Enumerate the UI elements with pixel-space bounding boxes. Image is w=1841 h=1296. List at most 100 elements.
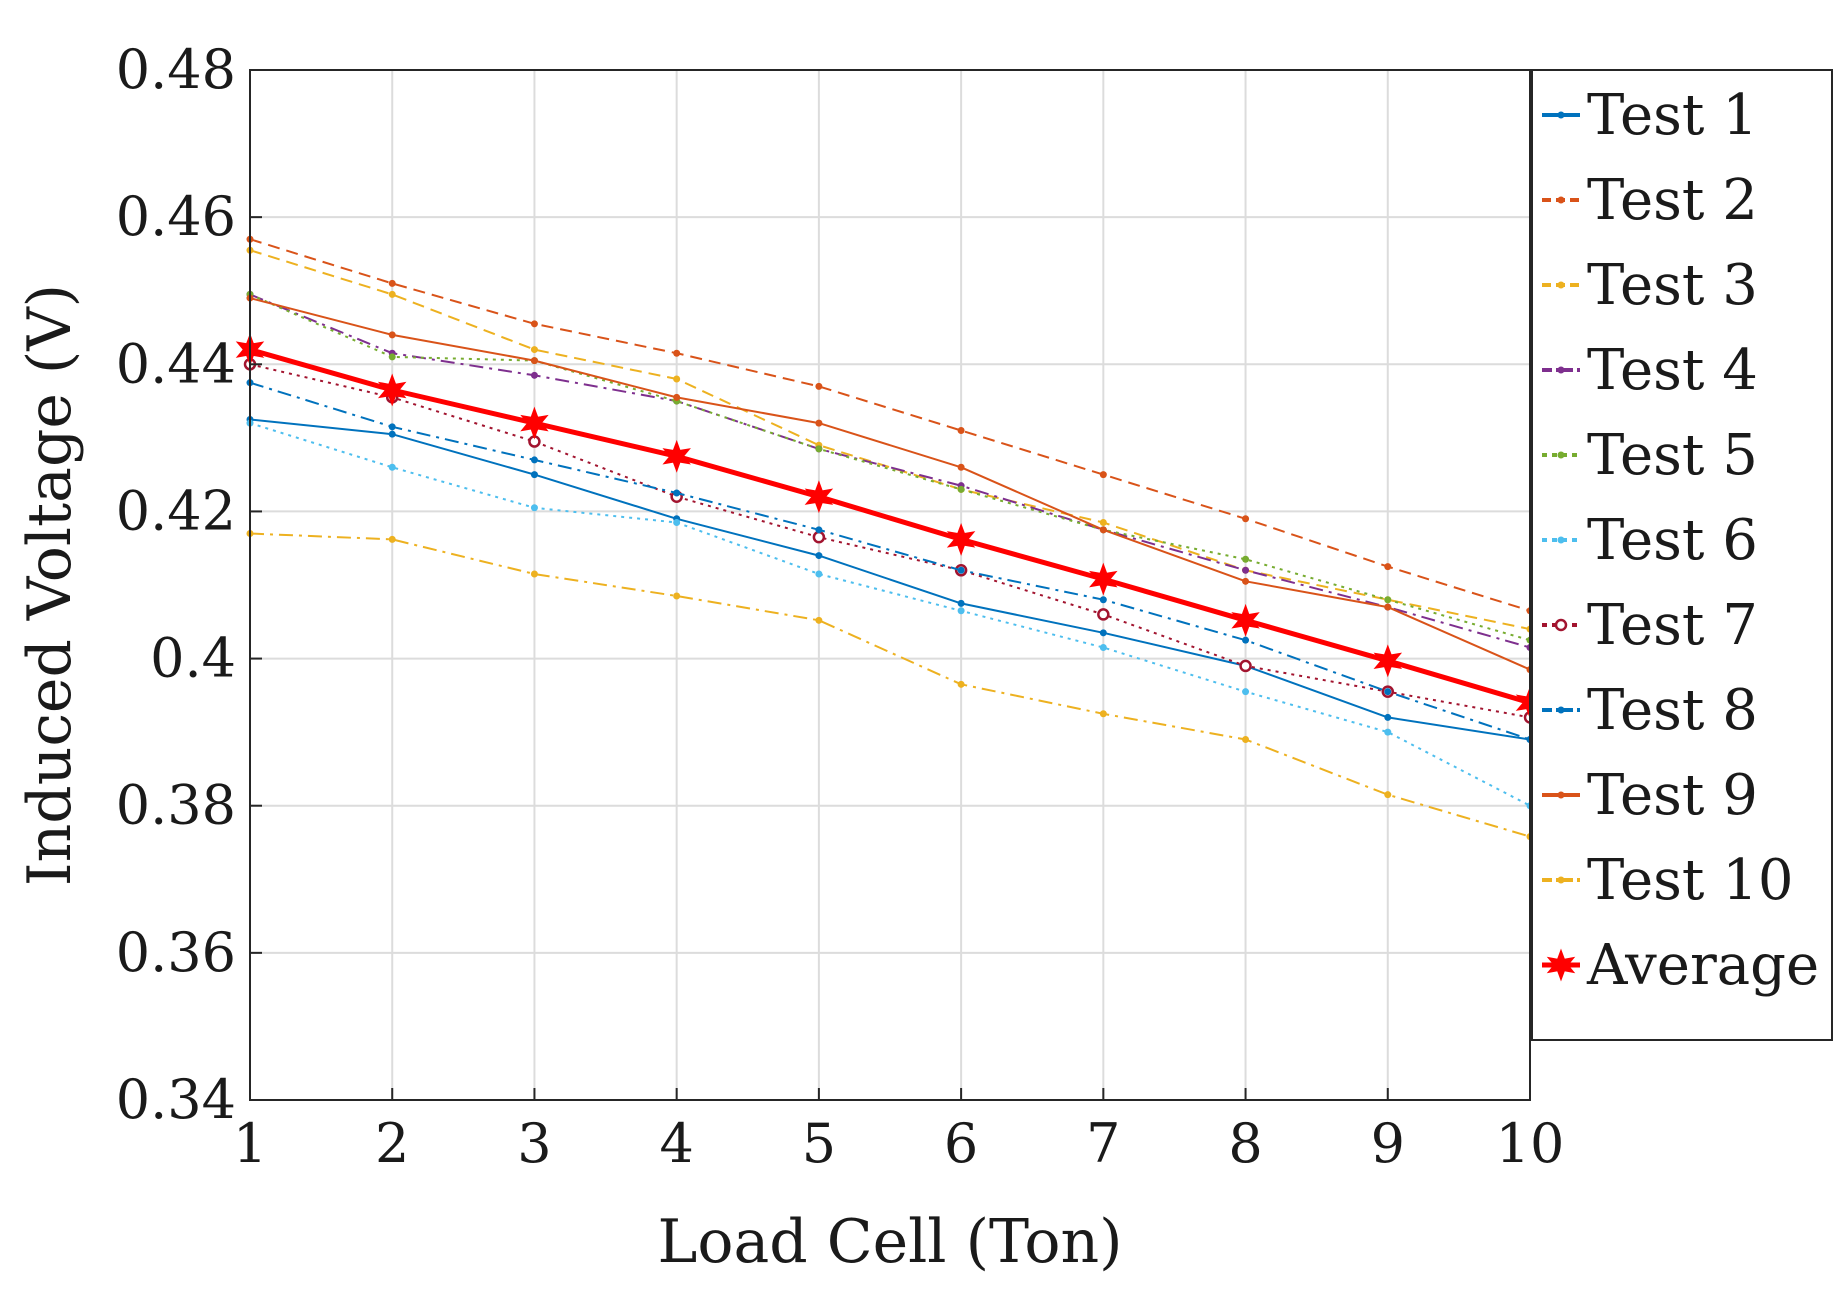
series-line <box>249 297 1531 671</box>
series-test-9 <box>246 294 1534 674</box>
legend-label: Test 5 <box>1587 423 1758 488</box>
data-point <box>1239 659 1252 673</box>
data-point <box>957 463 965 471</box>
data-point <box>957 607 965 615</box>
legend-item: Average <box>1542 933 1819 998</box>
legend-item: Test 10 <box>1542 848 1793 913</box>
data-point <box>662 439 691 473</box>
series-test-6 <box>246 419 1534 810</box>
legend-marker <box>1557 706 1565 714</box>
legend-label: Average <box>1586 933 1819 998</box>
data-point <box>673 375 681 383</box>
y-tick-label: 0.42 <box>116 479 236 542</box>
data-point <box>815 445 823 453</box>
data-point <box>388 279 396 287</box>
y-tick-label: 0.38 <box>116 774 236 837</box>
y-tick-label: 0.46 <box>116 185 236 248</box>
series-line <box>249 363 1531 719</box>
data-point <box>530 570 538 578</box>
data-point <box>530 456 538 464</box>
x-axis-ticks: 1 2 3 4 5 6 7 8 9 10 <box>233 1088 1565 1175</box>
data-point <box>1099 471 1107 479</box>
data-point <box>530 371 538 379</box>
data-point <box>388 331 396 339</box>
data-point <box>530 346 538 354</box>
series-average <box>235 333 1545 720</box>
legend-marker <box>1557 196 1565 204</box>
x-tick-label: 4 <box>659 1112 693 1175</box>
data-point <box>388 290 396 298</box>
data-point <box>1384 563 1392 571</box>
data-point <box>1099 629 1107 637</box>
legend-marker <box>1557 366 1565 374</box>
data-point <box>530 504 538 512</box>
data-point <box>388 535 396 543</box>
data-point <box>957 485 965 493</box>
legend: Test 1 Test 2 Test 3 Test 4 Test 5 Test 6 Test… <box>1531 69 1833 1041</box>
data-point <box>673 349 681 357</box>
series-line <box>249 347 1531 706</box>
data-point <box>1373 644 1403 678</box>
series-line <box>249 293 1531 642</box>
series-line <box>249 422 1531 807</box>
series-line <box>249 238 1531 612</box>
data-point <box>815 419 823 427</box>
data-point <box>1099 644 1107 652</box>
data-point <box>530 320 538 328</box>
legend-marker <box>1557 791 1565 799</box>
series-line <box>249 249 1531 631</box>
legend-marker <box>1546 948 1576 982</box>
data-point <box>815 526 823 534</box>
legend-marker <box>1557 876 1565 884</box>
data-point <box>804 480 834 514</box>
data-point <box>1231 603 1260 637</box>
data-point <box>377 373 407 407</box>
data-point <box>812 530 826 544</box>
data-point <box>530 357 538 365</box>
data-point <box>1242 515 1250 523</box>
x-tick-label: 1 <box>233 1112 267 1175</box>
data-point <box>530 471 538 479</box>
data-point <box>388 353 396 361</box>
legend-label: Test 3 <box>1587 253 1758 318</box>
x-tick-label: 10 <box>1496 1112 1565 1175</box>
series-test-2 <box>246 235 1534 615</box>
x-tick-label: 5 <box>802 1112 836 1175</box>
y-tick-label: 0.48 <box>116 38 236 101</box>
legend-label: Test 10 <box>1587 848 1793 913</box>
x-tick-label: 8 <box>1228 1112 1262 1175</box>
legend-label: Test 8 <box>1587 678 1758 743</box>
data-point <box>673 393 681 401</box>
legend-label: Test 9 <box>1587 763 1758 828</box>
x-tick-label: 3 <box>517 1112 551 1175</box>
data-point <box>1242 636 1250 644</box>
legend-marker <box>1557 536 1565 544</box>
series-lines <box>235 235 1545 841</box>
y-axis-ticks: 0.34 0.36 0.38 0.4 0.42 0.44 0.46 0.48 <box>116 38 262 1131</box>
x-tick-label: 7 <box>1086 1112 1120 1175</box>
data-point <box>673 592 681 600</box>
legend-label: Test 4 <box>1587 338 1758 403</box>
data-point <box>1089 562 1118 596</box>
data-point <box>957 427 965 434</box>
legend-item: Test 8 <box>1542 678 1758 743</box>
data-point <box>1242 688 1250 696</box>
data-point <box>388 463 396 471</box>
legend-item: Test 4 <box>1542 338 1758 403</box>
series-test-4 <box>246 290 1534 652</box>
data-point <box>815 552 823 560</box>
data-point <box>1099 518 1107 526</box>
data-point <box>1384 713 1392 721</box>
legend-label: Test 6 <box>1587 508 1758 573</box>
legend-marker <box>1554 618 1568 632</box>
data-point <box>673 518 681 526</box>
legend-label: Test 2 <box>1587 168 1758 233</box>
legend-label: Test 1 <box>1587 83 1758 148</box>
legend-marker <box>1557 111 1565 119</box>
data-point <box>1242 555 1250 563</box>
data-point <box>1242 577 1250 585</box>
legend-item: Test 3 <box>1542 253 1758 318</box>
y-tick-label: 0.44 <box>116 332 236 395</box>
